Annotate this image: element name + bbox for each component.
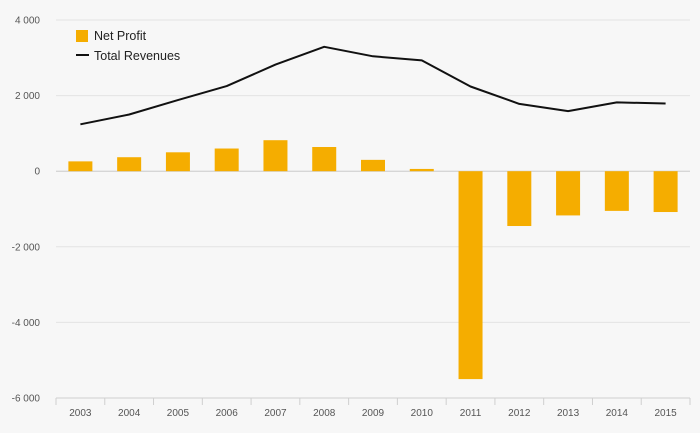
bar-net-profit: [507, 171, 532, 227]
bar-net-profit: [409, 168, 434, 172]
bar-net-profit: [458, 171, 483, 380]
y-tick-label: -6 000: [12, 394, 41, 405]
y-tick-label: -4 000: [12, 318, 41, 329]
bar-net-profit: [556, 171, 581, 216]
y-tick-label: 4 000: [15, 16, 40, 27]
y-tick-label: 2 000: [15, 91, 40, 102]
bar-net-profit: [653, 171, 678, 213]
bar-net-profit: [68, 161, 93, 172]
legend: Net Profit Total Revenues: [76, 29, 180, 63]
x-tick-label: 2003: [69, 408, 92, 419]
net-profit-bars: [68, 140, 678, 380]
bar-net-profit: [263, 140, 288, 172]
x-tick-label: 2013: [557, 408, 580, 419]
total-revenues-line: [80, 45, 666, 126]
y-tick-label: -2 000: [12, 242, 41, 253]
bar-net-profit: [604, 171, 629, 211]
x-tick-label: 2006: [216, 408, 239, 419]
bar-net-profit: [361, 159, 385, 172]
bar-net-profit: [214, 148, 239, 172]
legend-swatch-net-profit: [76, 30, 88, 42]
x-tick-label: 2011: [460, 408, 482, 419]
x-tick-label: 2008: [313, 408, 336, 419]
x-axis: 2003 2004 2005 2006 2007 2008 2009 2010 2011 2012…: [55, 397, 691, 419]
bar-net-profit: [117, 157, 142, 172]
x-tick-label: 2009: [362, 408, 385, 419]
y-axis-ticks: 4 000 2 000 0 -2 000 -4 000 -6 000: [12, 16, 41, 405]
x-tick-label: 2014: [606, 408, 629, 419]
x-tick-label: 2005: [167, 408, 190, 419]
gridlines: [56, 19, 690, 399]
x-tick-label: 2010: [411, 408, 434, 419]
y-tick-label: 0: [34, 167, 40, 178]
total-revenues-line-group: [80, 45, 666, 126]
x-tick-label: 2007: [264, 408, 287, 419]
bar-net-profit: [165, 152, 190, 172]
bar-net-profit: [312, 147, 337, 172]
x-tick-label: 2012: [508, 408, 531, 419]
legend-label-total-revenues: Total Revenues: [94, 49, 180, 63]
legend-label-net-profit: Net Profit: [94, 29, 147, 43]
x-tick-label: 2015: [654, 408, 677, 419]
x-tick-label: 2004: [118, 408, 141, 419]
